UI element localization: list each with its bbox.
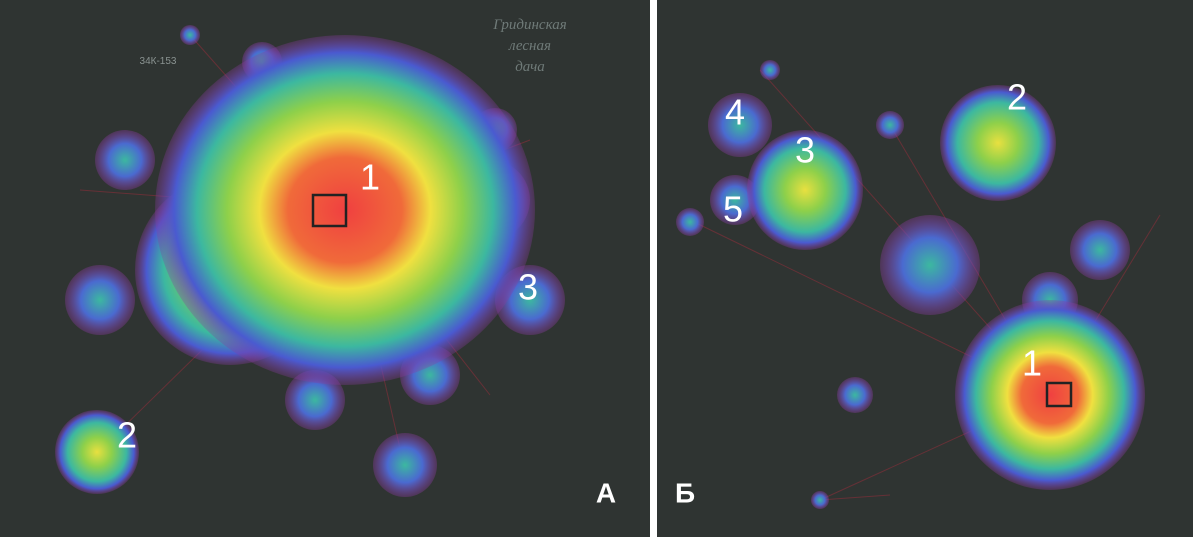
map-label: дача [515,59,545,75]
cluster-label: 1 [360,157,380,198]
road-label: 34К-153 [140,56,177,67]
center-marker [311,193,348,228]
cluster-label: 4 [725,92,745,133]
cluster-label: 1 [1022,343,1042,384]
cluster-label: 3 [518,267,538,308]
map-label: Гридинская [492,17,566,33]
cluster-label: 3 [795,130,815,171]
cluster-label: 2 [117,415,137,456]
panel-label: А [596,477,616,508]
cluster-label: 5 [723,189,743,230]
panel-label: Б [675,477,695,508]
cluster-label: 2 [1007,77,1027,118]
center-marker [1045,381,1073,408]
divider [650,0,657,537]
map-label: лесная [508,38,551,54]
